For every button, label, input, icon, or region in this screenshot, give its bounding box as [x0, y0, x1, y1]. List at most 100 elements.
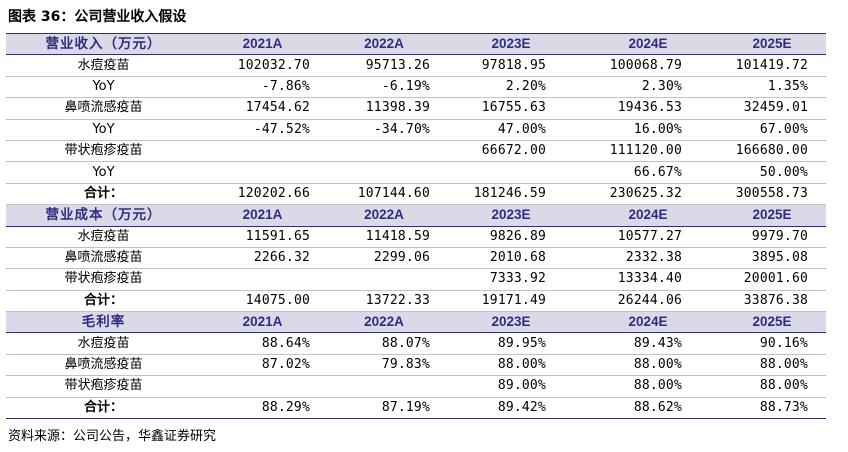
- value-cell: [201, 375, 324, 398]
- value-cell: 88.00%: [718, 375, 826, 398]
- table-row: 水痘疫苗 88.64% 88.07% 89.95% 89.43% 90.16%: [6, 332, 826, 355]
- value-cell: 230625.32: [578, 183, 718, 206]
- table-row: YoY -47.52% -34.70% 47.00% 16.00% 67.00%: [6, 119, 826, 141]
- value-cell: 13334.40: [578, 268, 718, 291]
- year-header: 2021A: [201, 204, 324, 227]
- value-cell: 33876.38: [718, 290, 826, 313]
- value-cell: 16755.63: [444, 97, 578, 120]
- value-cell: 11398.39: [324, 97, 444, 120]
- value-cell: 181246.59: [444, 183, 578, 206]
- value-cell: 10577.27: [578, 226, 718, 248]
- table-row: 带状疱疹疫苗 89.00% 88.00% 88.00%: [6, 375, 826, 398]
- value-cell: [201, 161, 324, 184]
- value-cell: 88.73%: [718, 397, 826, 420]
- value-cell: 2332.38: [578, 247, 718, 270]
- value-cell: 107144.60: [324, 183, 444, 206]
- row-label: 合计：: [6, 183, 201, 206]
- value-cell: 2299.06: [324, 247, 444, 270]
- value-cell: 88.00%: [578, 354, 718, 377]
- total-row: 合计： 88.29% 87.19% 89.42% 88.62% 88.73%: [6, 397, 826, 420]
- value-cell: 300558.73: [718, 183, 826, 206]
- value-cell: 9826.89: [444, 226, 578, 248]
- total-row: 合计： 14075.00 13722.33 19171.49 26244.06 33876…: [6, 290, 826, 313]
- row-label: 带状疱疹疫苗: [6, 375, 201, 398]
- year-header: 2023E: [444, 32, 578, 56]
- value-cell: 9979.70: [718, 226, 826, 248]
- table-row: 鼻喷流感疫苗 2266.32 2299.06 2010.68 2332.38 3895.0…: [6, 247, 826, 270]
- value-cell: 89.43%: [578, 332, 718, 355]
- value-cell: 89.42%: [444, 397, 578, 420]
- year-header: 2023E: [444, 311, 578, 334]
- value-cell: 19436.53: [578, 97, 718, 120]
- year-header: 2024E: [578, 32, 718, 56]
- value-cell: 66.67%: [578, 161, 718, 184]
- value-cell: 100068.79: [578, 54, 718, 77]
- value-cell: [324, 375, 444, 398]
- value-cell: 88.00%: [444, 354, 578, 377]
- year-header: 2025E: [718, 32, 826, 56]
- row-label: 水痘疫苗: [6, 226, 201, 248]
- value-cell: 32459.01: [718, 97, 826, 120]
- value-cell: 13722.33: [324, 290, 444, 313]
- year-header: 2021A: [201, 32, 324, 56]
- row-label: 合计：: [6, 290, 201, 313]
- value-cell: 88.64%: [201, 332, 324, 355]
- year-header: 2022A: [324, 311, 444, 334]
- value-cell: 2010.68: [444, 247, 578, 270]
- value-cell: 50.00%: [718, 161, 826, 184]
- value-cell: 20001.60: [718, 268, 826, 291]
- revenue-header-row: 营业收入（万元） 2021A 2022A 2023E 2024E 2025E: [6, 32, 826, 56]
- section-title: 营业收入（万元）: [6, 32, 201, 56]
- value-cell: 11418.59: [324, 226, 444, 248]
- value-cell: 88.62%: [578, 397, 718, 420]
- table-row: 鼻喷流感疫苗 17454.62 11398.39 16755.63 19436.53 32…: [6, 97, 826, 120]
- value-cell: 2.30%: [578, 76, 718, 99]
- table-row: 带状疱疹疫苗 7333.92 13334.40 20001.60: [6, 268, 826, 291]
- value-cell: 95713.26: [324, 54, 444, 77]
- value-cell: [201, 268, 324, 291]
- year-header: 2024E: [578, 311, 718, 334]
- section-title: 营业成本（万元）: [6, 204, 201, 227]
- value-cell: 66672.00: [444, 140, 578, 163]
- value-cell: 3895.08: [718, 247, 826, 270]
- value-cell: 89.00%: [444, 375, 578, 398]
- year-header: 2023E: [444, 204, 578, 227]
- section-title: 毛利率: [6, 311, 201, 334]
- year-header: 2021A: [201, 311, 324, 334]
- year-header: 2025E: [718, 204, 826, 227]
- year-header: 2024E: [578, 204, 718, 227]
- value-cell: 26244.06: [578, 290, 718, 313]
- value-cell: 88.07%: [324, 332, 444, 355]
- value-cell: 88.00%: [718, 354, 826, 377]
- value-cell: -7.86%: [201, 76, 324, 99]
- value-cell: 17454.62: [201, 97, 324, 120]
- value-cell: -47.52%: [201, 119, 324, 141]
- value-cell: [324, 161, 444, 184]
- value-cell: [324, 140, 444, 163]
- value-cell: 111120.00: [578, 140, 718, 163]
- row-label: YoY: [6, 119, 201, 141]
- value-cell: 2266.32: [201, 247, 324, 270]
- value-cell: 11591.65: [201, 226, 324, 248]
- row-label: YoY: [6, 76, 201, 99]
- row-label: YoY: [6, 161, 201, 184]
- value-cell: 166680.00: [718, 140, 826, 163]
- value-cell: 90.16%: [718, 332, 826, 355]
- value-cell: 87.02%: [201, 354, 324, 377]
- row-label: 合计：: [6, 397, 201, 420]
- value-cell: 120202.66: [201, 183, 324, 206]
- value-cell: [201, 140, 324, 163]
- year-header: 2025E: [718, 311, 826, 334]
- year-header: 2022A: [324, 204, 444, 227]
- value-cell: 88.29%: [201, 397, 324, 420]
- value-cell: [324, 268, 444, 291]
- value-cell: [444, 161, 578, 184]
- value-cell: 19171.49: [444, 290, 578, 313]
- figure-title: 图表 36：公司营业收入假设: [8, 9, 187, 25]
- table-row: 带状疱疹疫苗 66672.00 111120.00 166680.00: [6, 140, 826, 163]
- value-cell: 67.00%: [718, 119, 826, 141]
- row-label: 带状疱疹疫苗: [6, 268, 201, 291]
- row-label: 水痘疫苗: [6, 54, 201, 77]
- table-row: 水痘疫苗 102032.70 95713.26 97818.95 100068.79 10…: [6, 54, 826, 77]
- row-label: 鼻喷流感疫苗: [6, 97, 201, 120]
